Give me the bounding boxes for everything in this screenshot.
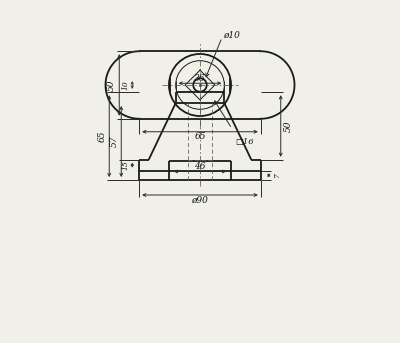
Text: 50: 50 <box>107 79 116 91</box>
Text: 10: 10 <box>121 80 129 90</box>
Text: 36: 36 <box>194 74 206 83</box>
Text: 7: 7 <box>273 173 281 178</box>
Text: 65: 65 <box>194 132 206 141</box>
Text: 57: 57 <box>110 136 119 147</box>
Text: 65: 65 <box>98 130 107 142</box>
Text: 46: 46 <box>194 162 206 171</box>
Text: ø90: ø90 <box>192 196 208 204</box>
Text: □16: □16 <box>236 138 254 146</box>
Text: 15: 15 <box>121 160 129 170</box>
Text: ø10: ø10 <box>224 31 240 40</box>
Text: 50: 50 <box>284 120 293 132</box>
